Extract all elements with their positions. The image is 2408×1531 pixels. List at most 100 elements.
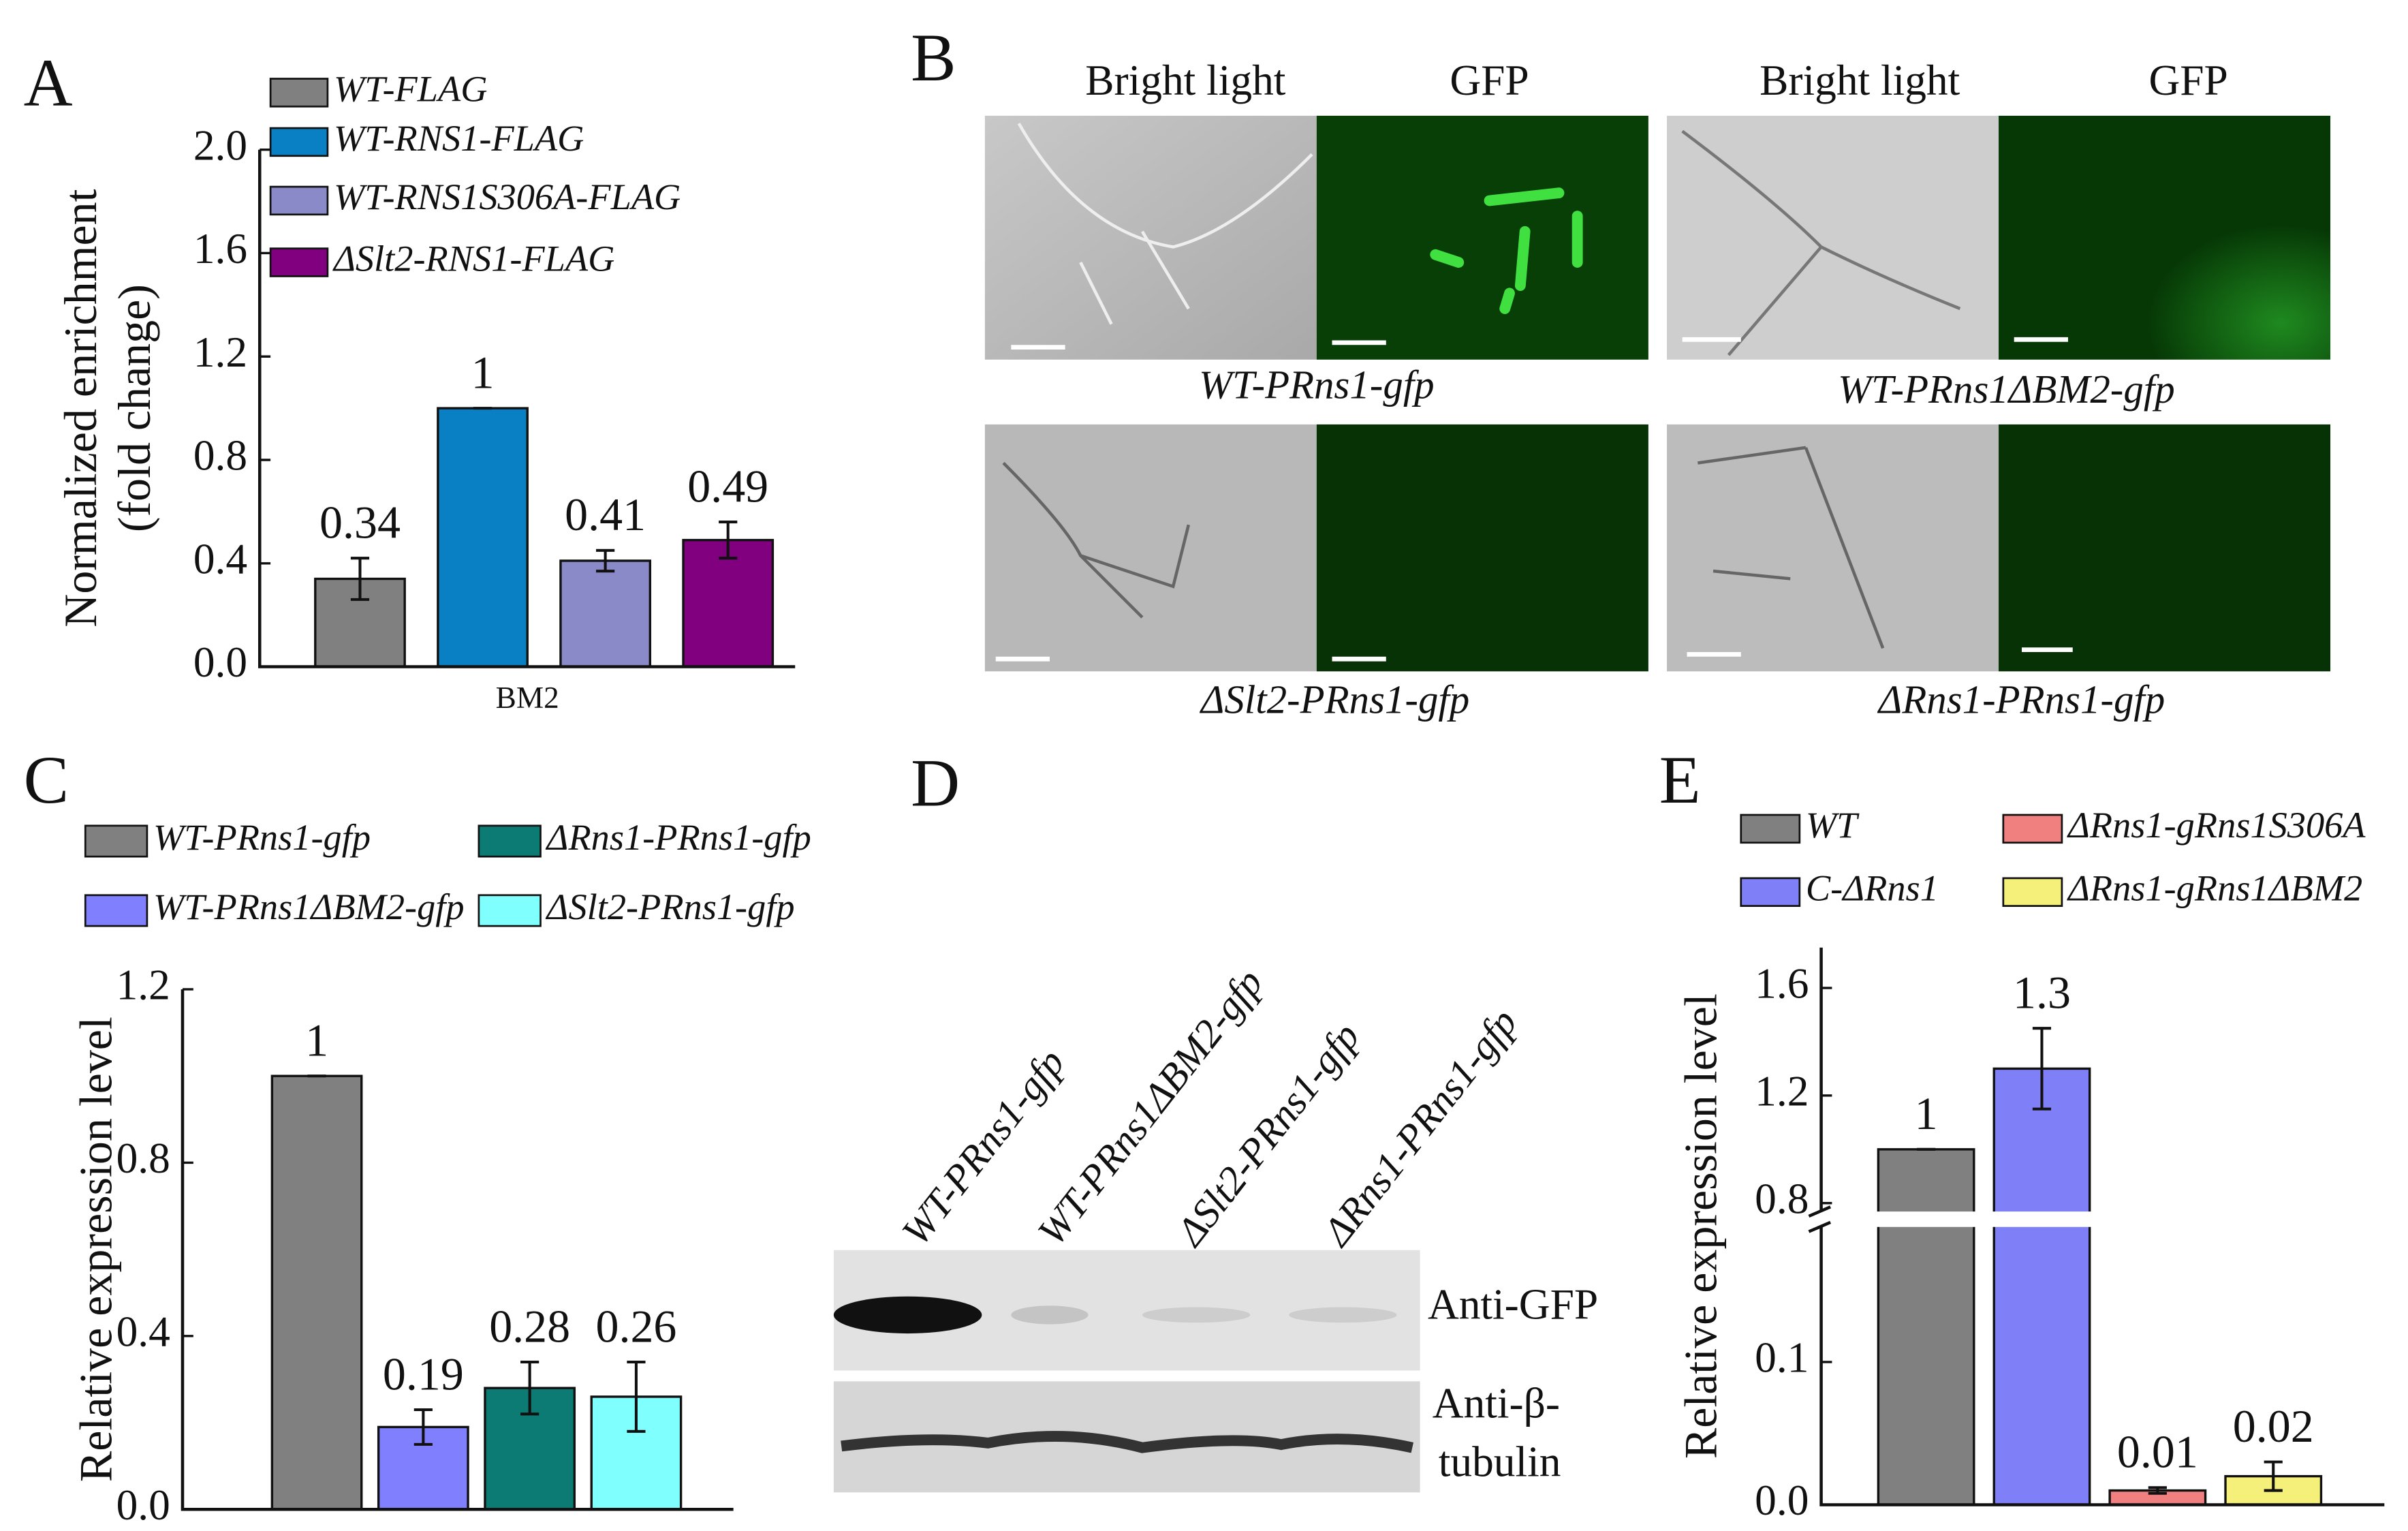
data-label: 0.01 [2117,1426,2198,1478]
legend-swatch [2002,814,2063,844]
panel-label: D [911,745,960,821]
legend-label: C-ΔRns1 [1806,868,1939,909]
legend-swatch [84,894,148,927]
error-bar [2264,1460,2283,1492]
y-tick-label: 1.6 [193,224,247,273]
legend-swatch [269,127,329,157]
legend-swatch [478,894,542,927]
data-label: 1 [305,1014,328,1066]
x-tick-label: BM2 [496,681,559,715]
y-tick-label: 0.0 [1755,1476,1809,1524]
legend-label: WT-RNS1S306A-FLAG [334,176,681,217]
caption: ΔRns1-PRns1-gfp [1877,677,2165,722]
y-axis-label: Relative expression level [70,1017,122,1482]
row-label: Anti-β- [1433,1378,1560,1427]
axis-line [1819,947,2385,1506]
data-label: 0.26 [595,1300,676,1352]
error-bar [2032,1027,2052,1111]
legend-label: WT-PRns1-gfp [153,817,371,858]
legend-label: ΔSlt2-RNS1-FLAG [332,238,614,279]
y-axis-label: Relative expression level [1674,993,1726,1459]
axis-line [181,989,734,1511]
data-label: 0.41 [565,489,646,540]
y-tick-label: 1.2 [116,960,170,1008]
image [1316,115,1648,360]
data-label: 0.34 [319,496,401,548]
panel-label: B [911,20,956,95]
y-tick-label: 0.1 [1755,1333,1809,1382]
legend-label: WT [1806,805,1860,846]
panel-label: C [24,742,69,818]
y-tick-label: 1.2 [1755,1066,1809,1115]
axis-break-mark [1808,1205,1832,1233]
legend-label: ΔRns1-gRns1S306A [2067,805,2366,846]
error-bar [596,548,615,573]
column-header: Bright light [1760,56,1960,104]
y-tick-label: 0.0 [193,638,247,686]
image [1667,115,1999,360]
legend-swatch [2002,877,2063,907]
data-label: 0.49 [687,460,768,512]
y-tick-label: 0.0 [116,1481,170,1529]
row-label: Anti-GFP [1428,1280,1598,1328]
y-tick-label: 0.8 [1755,1174,1809,1222]
legend-swatch [269,78,329,108]
legend-label: ΔRns1-PRns1-gfp [546,817,811,858]
y-tick-label: 1.6 [1755,959,1809,1008]
legend-swatch [478,824,542,858]
legend-swatch [269,247,329,277]
row-label: tubulin [1439,1437,1561,1485]
y-tick-label: 0.8 [116,1134,170,1182]
image [1999,424,2331,672]
micrographs [984,115,2331,672]
data-label: 0.19 [383,1348,464,1399]
blot-band [1011,1305,1089,1325]
image [984,115,1317,360]
error-bar [350,557,370,601]
caption: WT-PRns1-gfp [1199,362,1435,407]
blot-band [1142,1307,1251,1323]
bar [559,559,652,668]
legend-label: WT-FLAG [334,68,487,109]
legend-swatch [269,185,329,216]
hyphae [1698,446,1885,649]
y-axis-label: Normalized enrichment [54,189,106,627]
legend-label: WT-PRns1ΔBM2-gfp [153,886,465,927]
blot-band [833,1296,982,1334]
y-tick-label: 0.8 [193,431,247,480]
legend-swatch [84,824,148,858]
image [1316,424,1648,672]
image [1999,115,2331,360]
gfp-signal [1430,187,1583,314]
hyphae [1681,129,1961,356]
axis-break [1811,1211,2385,1227]
caption: WT-PRns1ΔBM2-gfp [1838,367,2175,412]
image [1667,424,1999,672]
legend-label: ΔRns1-gRns1ΔBM2 [2067,868,2362,909]
panel-label: E [1659,742,1701,818]
data-label: 1.3 [2013,966,2071,1018]
caption: ΔSlt2-PRns1-gfp [1200,677,1469,722]
data-label: 1 [1915,1087,1938,1139]
legend-swatch [1740,814,1801,844]
data-label: 0.28 [489,1300,570,1352]
error-bar [520,1360,540,1416]
legend-label: WT-RNS1-FLAG [334,118,584,159]
axis-line [257,149,796,668]
bar [1877,1148,1975,1506]
legend-swatch [1740,877,1801,907]
column-header: Bright light [1085,56,1286,104]
error-bar [627,1360,646,1433]
bar [270,1074,363,1511]
bar [437,407,529,668]
hyphae [1002,461,1191,619]
column-header: GFP [1450,56,1529,104]
panel-label: A [24,44,73,120]
data-label: 0.02 [2233,1400,2314,1452]
y-tick-label: 1.2 [193,328,247,376]
error-bar [413,1408,433,1446]
data-label: 1 [471,346,495,398]
y-axis-label: (fold change) [108,284,160,532]
